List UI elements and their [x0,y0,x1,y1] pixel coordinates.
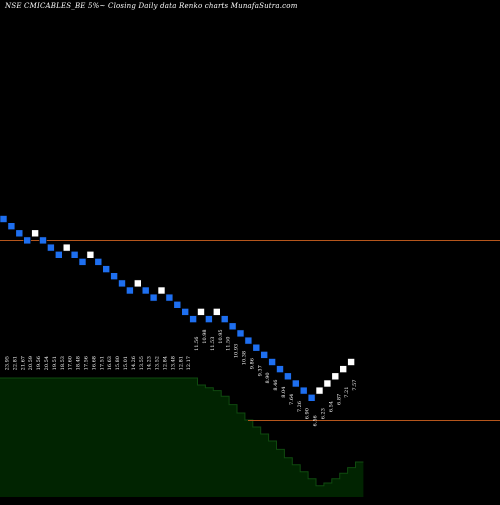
price-label: 8.90 [265,372,271,383]
price-label: 16.63 [107,356,113,370]
up-brick [213,308,221,316]
price-label: 11.50 [226,337,232,351]
down-brick [110,272,118,281]
down-brick [165,293,174,302]
price-label: 17.51 [99,356,105,370]
price-label: 10.38 [242,351,248,365]
down-brick [23,236,32,245]
down-brick [7,222,16,230]
renko-bricks [0,215,355,402]
up-brick [86,251,95,259]
up-brick [339,365,348,373]
down-brick [39,236,47,245]
up-brick [331,372,340,381]
price-label: 11.56 [194,337,200,351]
price-label: 12.84 [163,356,169,370]
down-brick [228,322,237,331]
down-brick [189,315,197,323]
price-label: 14.23 [147,356,153,370]
price-label: 6.56 [313,415,319,426]
down-brick [252,343,261,352]
price-label: 17.60 [68,356,74,370]
down-brick [47,243,55,252]
price-label: 16.68 [91,356,97,370]
down-brick [141,286,150,295]
price-label: 10.98 [202,329,208,343]
down-brick [78,258,87,266]
price-label: 6.90 [305,408,311,419]
reference-lines [0,240,500,421]
price-label: 9.86 [249,358,255,369]
up-brick [62,243,71,252]
down-brick [299,386,308,395]
down-brick [268,358,276,366]
down-brick [205,315,213,323]
price-label: 23.95 [5,356,11,370]
price-label: 10.93 [234,344,240,358]
price-label: 17.56 [84,356,90,370]
down-brick [54,251,63,259]
down-brick [276,365,284,373]
down-brick [244,336,253,345]
price-label: 19.51 [52,356,58,370]
volume-outline [0,377,364,487]
up-brick [157,286,166,295]
down-brick [307,393,316,402]
price-label: 8.46 [273,380,279,391]
down-brick [102,265,110,273]
down-brick [126,286,134,295]
down-brick [260,351,269,359]
down-brick [236,329,245,338]
price-label: 20.54 [44,356,50,370]
down-brick [173,300,182,309]
price-label: 12.81 [178,356,184,370]
price-label: 6.87 [336,394,342,405]
up-brick [315,386,324,395]
price-label: 14.26 [131,356,137,370]
up-brick [347,358,355,366]
price-label: 22.81 [12,356,18,370]
price-label: 18.53 [60,356,66,370]
price-label: 18.48 [76,356,82,370]
price-label: 13.48 [170,356,176,370]
price-label: 6.54 [328,401,334,412]
down-brick [181,308,189,316]
price-label: 19.56 [36,356,42,370]
price-label: 7.26 [297,401,303,412]
price-label: 11.53 [210,337,216,351]
up-brick [197,308,205,316]
down-brick [70,251,79,259]
price-label: 15.01 [123,356,129,370]
down-brick [94,258,103,266]
down-brick [284,372,292,381]
down-brick [118,279,126,288]
down-brick [15,229,24,238]
price-label: 7.21 [344,387,350,398]
price-label: 15.80 [115,356,121,370]
price-label: 10.95 [218,329,224,343]
price-label: 20.59 [28,356,34,370]
down-brick [149,293,158,302]
price-label: 8.04 [281,387,287,398]
price-label: 21.67 [20,356,26,370]
up-brick [323,379,332,388]
price-label: 7.64 [289,394,295,405]
down-brick [0,215,8,223]
volume-area [0,377,364,497]
up-brick [31,229,39,238]
down-brick [220,315,229,323]
price-label: 9.37 [257,365,263,376]
chart-title: NSE CMICABLES_BE 5%~ Closing Daily data … [5,2,298,10]
price-label: 12.17 [186,356,192,370]
up-brick [134,279,142,288]
price-label: 13.52 [155,356,161,370]
down-brick [291,379,300,388]
price-label: 13.55 [139,356,145,370]
price-labels: 23.95 22.81 21.67 20.59 19.56 20.54 19.51 18.53… [5,329,359,426]
volume-fill [0,378,364,497]
price-label: 7.57 [352,380,358,391]
price-label: 6.23 [321,408,327,419]
